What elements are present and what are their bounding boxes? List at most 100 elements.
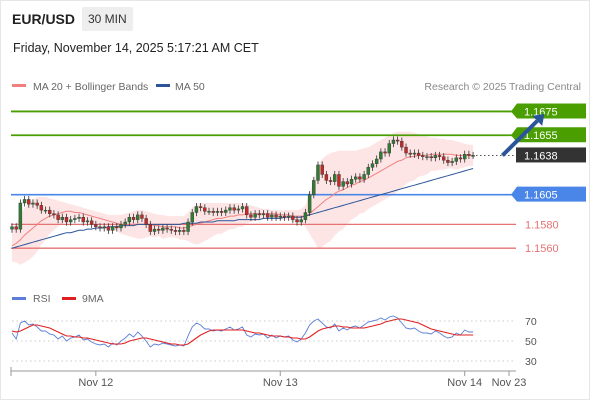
candle-body — [282, 215, 287, 218]
legend-9ma-label: 9MA — [82, 293, 104, 305]
candle-body — [374, 158, 379, 164]
candle-body — [429, 156, 433, 159]
rsi-tick-label: 30 — [525, 356, 537, 368]
candle-body — [341, 181, 345, 187]
candle-body — [219, 211, 224, 213]
candle-body — [354, 176, 358, 180]
timeframe-badge[interactable]: 30 MIN — [82, 7, 133, 31]
candle-body — [404, 146, 408, 154]
candle-body — [198, 206, 203, 208]
candle-body — [249, 214, 253, 218]
candle-body — [274, 214, 278, 218]
pivot-tag — [511, 186, 586, 202]
candle-body — [68, 219, 73, 223]
candle-body — [123, 221, 127, 225]
candle-body — [131, 217, 136, 220]
credit-text: Research © 2025 Trading Central — [424, 81, 581, 93]
candle-body — [421, 155, 425, 157]
candle-body — [278, 215, 282, 218]
candle-body — [295, 219, 299, 223]
candle-body — [224, 209, 228, 213]
candle-body — [94, 224, 98, 227]
candle-body — [446, 159, 450, 163]
ma50-line — [11, 168, 474, 249]
x-tick-label: Nov 23 — [492, 377, 527, 389]
candle-body — [316, 164, 320, 181]
candle-body — [102, 226, 106, 229]
legend-ma20-swatch — [12, 84, 26, 87]
candle-body — [152, 228, 157, 232]
candle-body — [416, 152, 421, 156]
current-price-tag — [516, 147, 586, 163]
resistance-label: 1.1655 — [524, 130, 558, 142]
candle-body — [395, 139, 400, 142]
timestamp: Friday, November 14, 2025 5:17:21 AM CET — [13, 41, 259, 55]
pivot-label: 1.1605 — [524, 190, 558, 202]
candle-body — [203, 207, 207, 212]
support-label: 1.1580 — [525, 219, 559, 231]
candle-body — [454, 157, 459, 162]
candle-body — [110, 226, 115, 231]
candle-body — [85, 220, 90, 223]
candle-body — [48, 209, 52, 214]
projection-arrow-shaft — [501, 119, 539, 157]
candle-body — [337, 174, 341, 187]
legend-9ma-swatch — [62, 297, 76, 300]
candle-body — [18, 202, 23, 230]
candle-body — [81, 217, 85, 223]
candle-body — [10, 226, 14, 230]
candle-body — [148, 224, 153, 232]
candle-body — [349, 179, 354, 185]
candle-body — [56, 214, 60, 220]
symbol-title: EUR/USD — [12, 11, 76, 27]
candle-body — [270, 214, 274, 218]
candle-body — [387, 143, 391, 154]
candle-body — [144, 218, 148, 225]
candle-body — [98, 226, 102, 229]
candle-body — [358, 176, 362, 180]
rsi-tick-label: 70 — [525, 316, 537, 328]
candle-body — [119, 224, 123, 229]
candle-body — [324, 174, 329, 181]
overlay-layer: MA 20 + Bollinger Bands MA 50 Research © 2… — [12, 81, 581, 157]
candle-body — [194, 206, 199, 213]
candle-body — [31, 202, 35, 205]
rsi-ma-line — [11, 318, 474, 346]
candle-body — [211, 211, 215, 213]
candle-body — [467, 154, 471, 156]
candle-body — [333, 174, 337, 182]
candle-body — [400, 140, 404, 148]
time-axis: Nov 12 Nov 13 Nov 14 Nov 23 — [10, 367, 527, 389]
candle-body — [442, 156, 446, 161]
candle-body — [77, 217, 81, 219]
candle-body — [127, 217, 132, 223]
candle-body — [463, 154, 467, 160]
ma20-line — [11, 153, 474, 247]
candle-body — [173, 230, 178, 232]
candle-body — [182, 230, 186, 232]
candle-body — [458, 157, 463, 160]
candle-body — [265, 213, 270, 218]
candle-body — [64, 217, 69, 223]
candle-body — [35, 202, 39, 206]
x-tick-label: Nov 12 — [78, 377, 113, 389]
candle-body — [345, 181, 350, 185]
candle-body — [228, 207, 232, 211]
candle-body — [312, 180, 316, 195]
candle-body — [362, 174, 366, 180]
resistance-label: 1.1675 — [524, 106, 558, 118]
candle-body — [177, 230, 182, 232]
x-tick-label: Nov 14 — [447, 377, 482, 389]
candle-body — [240, 206, 245, 210]
candle-body — [186, 221, 190, 232]
candle-body — [43, 209, 48, 212]
candle-body — [106, 226, 111, 231]
rsi-panel: RSI 9MA 70 50 30 — [11, 293, 537, 368]
candle-body — [39, 205, 44, 211]
candle-body — [320, 164, 324, 175]
candle-body — [299, 219, 303, 223]
candle-body — [261, 213, 266, 216]
bollinger-band-area — [12, 131, 474, 265]
candle-body — [408, 152, 412, 155]
